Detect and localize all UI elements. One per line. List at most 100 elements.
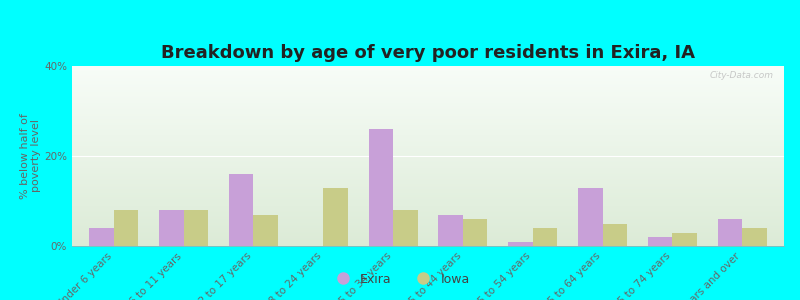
Bar xyxy=(72,90,784,91)
Bar xyxy=(72,174,784,175)
Bar xyxy=(72,79,784,80)
Bar xyxy=(72,155,784,156)
Bar xyxy=(72,223,784,224)
Bar xyxy=(72,188,784,189)
Bar xyxy=(72,67,784,68)
Bar xyxy=(72,130,784,131)
Bar xyxy=(72,114,784,115)
Bar xyxy=(72,141,784,142)
Bar xyxy=(72,195,784,196)
Bar xyxy=(648,237,672,246)
Bar xyxy=(72,218,784,219)
Bar xyxy=(72,169,784,170)
Bar xyxy=(72,201,784,202)
Bar xyxy=(72,66,784,67)
Bar xyxy=(72,118,784,119)
Bar xyxy=(72,225,784,226)
Bar xyxy=(72,208,784,209)
Bar xyxy=(72,228,784,229)
Bar xyxy=(72,240,784,241)
Bar xyxy=(72,73,784,74)
Bar xyxy=(72,128,784,129)
Legend: Exira, Iowa: Exira, Iowa xyxy=(325,268,475,291)
Bar xyxy=(72,196,784,197)
Bar xyxy=(72,106,784,107)
Bar xyxy=(72,192,784,193)
Bar xyxy=(72,82,784,83)
Bar xyxy=(72,169,784,170)
Bar xyxy=(72,122,784,123)
Bar xyxy=(72,149,784,150)
Bar xyxy=(72,133,784,134)
Bar xyxy=(718,219,742,246)
Bar xyxy=(72,164,784,165)
Bar xyxy=(72,148,784,149)
Bar xyxy=(72,211,784,212)
Bar xyxy=(72,239,784,240)
Bar xyxy=(393,210,418,246)
Bar xyxy=(72,226,784,227)
Bar xyxy=(72,184,784,185)
Bar xyxy=(72,147,784,148)
Bar xyxy=(72,207,784,208)
Bar xyxy=(72,212,784,213)
Bar xyxy=(72,165,784,166)
Bar xyxy=(72,183,784,184)
Bar xyxy=(72,170,784,171)
Bar xyxy=(578,188,602,246)
Bar xyxy=(72,117,784,118)
Bar xyxy=(159,210,184,246)
Bar xyxy=(369,129,393,246)
Bar xyxy=(72,182,784,183)
Bar xyxy=(72,194,784,195)
Bar xyxy=(72,74,784,75)
Bar xyxy=(72,113,784,114)
Bar xyxy=(72,136,784,137)
Bar xyxy=(72,178,784,179)
Bar xyxy=(72,238,784,239)
Bar xyxy=(72,86,784,87)
Bar xyxy=(72,70,784,71)
Bar xyxy=(72,107,784,108)
Bar xyxy=(72,95,784,96)
Bar xyxy=(72,104,784,105)
Bar xyxy=(72,110,784,111)
Bar xyxy=(72,161,784,162)
Bar xyxy=(72,83,784,84)
Bar xyxy=(72,137,784,138)
Bar xyxy=(72,185,784,186)
Bar xyxy=(72,213,784,214)
Bar xyxy=(742,228,766,246)
Bar xyxy=(463,219,487,246)
Bar xyxy=(72,89,784,90)
Bar xyxy=(72,116,784,117)
Bar xyxy=(72,235,784,236)
Bar xyxy=(72,243,784,244)
Bar xyxy=(72,138,784,139)
Bar xyxy=(72,102,784,103)
Bar xyxy=(72,76,784,77)
Bar xyxy=(72,87,784,88)
Text: City-Data.com: City-Data.com xyxy=(710,71,774,80)
Bar xyxy=(72,227,784,228)
Bar xyxy=(72,220,784,221)
Bar xyxy=(72,224,784,225)
Bar xyxy=(72,69,784,70)
Bar xyxy=(72,157,784,158)
Bar xyxy=(72,209,784,210)
Bar xyxy=(72,80,784,81)
Bar xyxy=(72,103,784,104)
Bar xyxy=(72,105,784,106)
Bar xyxy=(72,193,784,194)
Bar xyxy=(72,129,784,130)
Bar xyxy=(72,98,784,99)
Bar xyxy=(72,99,784,100)
Bar xyxy=(72,158,784,159)
Bar xyxy=(72,109,784,110)
Bar xyxy=(72,120,784,121)
Bar xyxy=(72,232,784,233)
Bar xyxy=(72,94,784,95)
Bar xyxy=(72,144,784,145)
Bar xyxy=(72,88,784,89)
Bar xyxy=(72,177,784,178)
